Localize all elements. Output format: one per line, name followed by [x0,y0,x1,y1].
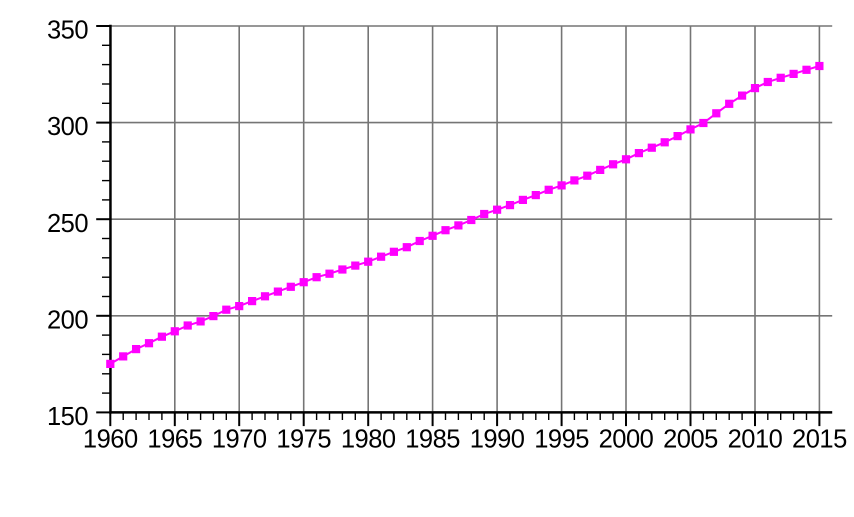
svg-text:300: 300 [47,113,88,141]
svg-text:2010: 2010 [728,426,783,454]
svg-text:200: 200 [47,306,88,334]
svg-text:1965: 1965 [147,426,202,454]
svg-text:1960: 1960 [83,426,138,454]
svg-text:1990: 1990 [470,426,525,454]
svg-text:1980: 1980 [341,426,396,454]
svg-text:2005: 2005 [663,426,718,454]
svg-text:1975: 1975 [276,426,331,454]
svg-text:150: 150 [47,403,88,431]
svg-text:350: 350 [47,17,88,45]
svg-text:2015: 2015 [792,426,847,454]
svg-text:2000: 2000 [599,426,654,454]
svg-text:250: 250 [47,210,88,238]
svg-text:1995: 1995 [534,426,589,454]
svg-text:1970: 1970 [212,426,267,454]
svg-text:1985: 1985 [405,426,460,454]
